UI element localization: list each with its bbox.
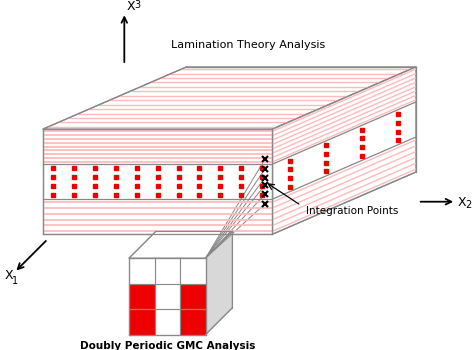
Polygon shape xyxy=(180,309,206,335)
Polygon shape xyxy=(129,231,232,258)
Text: 2: 2 xyxy=(465,201,472,210)
Text: 3: 3 xyxy=(134,0,140,10)
Polygon shape xyxy=(129,309,155,335)
Text: X: X xyxy=(126,0,135,14)
Polygon shape xyxy=(129,284,155,309)
Text: X: X xyxy=(458,196,466,209)
Polygon shape xyxy=(43,67,416,129)
Text: Lamination Theory Analysis: Lamination Theory Analysis xyxy=(172,40,326,50)
Polygon shape xyxy=(273,67,416,234)
Text: Doubly Periodic GMC Analysis: Doubly Periodic GMC Analysis xyxy=(80,341,255,350)
Polygon shape xyxy=(129,258,206,335)
Polygon shape xyxy=(180,284,206,309)
Polygon shape xyxy=(43,129,273,234)
Text: X: X xyxy=(5,269,13,282)
Text: Integration Points: Integration Points xyxy=(306,205,398,216)
Polygon shape xyxy=(206,231,232,335)
Text: 1: 1 xyxy=(11,276,18,286)
